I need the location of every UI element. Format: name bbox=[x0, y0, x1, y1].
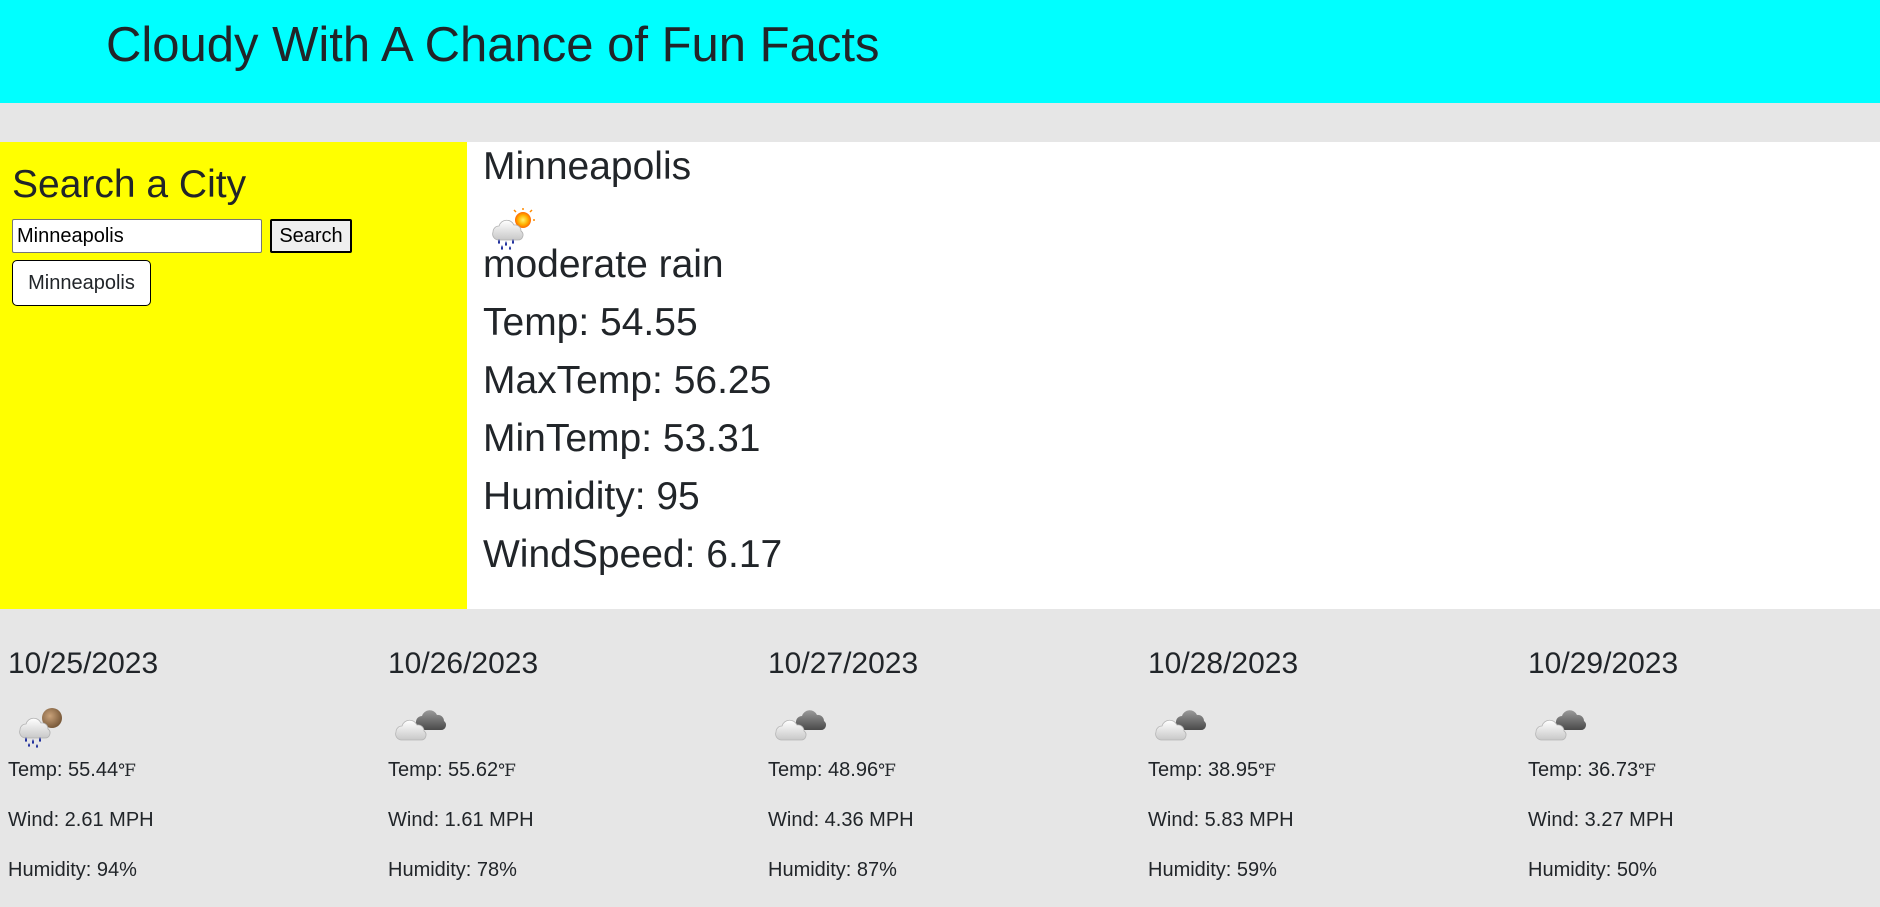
forecast-card: 10/27/2023 Temp: 48.96℉ Wind: 4.36 MPH H… bbox=[768, 640, 1068, 900]
fahrenheit-unit: ℉ bbox=[118, 761, 136, 781]
forecast-date: 10/29/2023 bbox=[1528, 647, 1679, 680]
forecast-humidity: Humidity: 94% bbox=[8, 859, 137, 881]
forecast-wind: Wind: 2.61 MPH bbox=[8, 809, 154, 831]
forecast-date: 10/27/2023 bbox=[768, 647, 919, 680]
moderate-rain-icon bbox=[492, 208, 535, 250]
current-wind-speed: WindSpeed: 6.17 bbox=[483, 533, 783, 576]
forecast-date: 10/28/2023 bbox=[1148, 647, 1299, 680]
forecast-temp: Temp: 36.73℉ bbox=[1528, 759, 1656, 781]
forecast-card: 10/29/2023 Temp: 36.73℉ Wind: 3.27 MPH H… bbox=[1528, 640, 1828, 900]
forecast-wind: Wind: 5.83 MPH bbox=[1148, 809, 1294, 831]
search-button[interactable]: Search bbox=[270, 219, 352, 253]
broken-clouds-icon bbox=[395, 710, 446, 741]
app-title: Cloudy With A Chance of Fun Facts bbox=[106, 18, 880, 72]
forecast-temp: Temp: 55.62℉ bbox=[388, 759, 516, 781]
current-max-temp: MaxTemp: 56.25 bbox=[483, 359, 772, 402]
fahrenheit-unit: ℉ bbox=[1258, 761, 1276, 781]
forecast-wind: Wind: 1.61 MPH bbox=[388, 809, 534, 831]
current-description: moderate rain bbox=[483, 243, 724, 286]
broken-clouds-icon bbox=[775, 710, 826, 741]
forecast-humidity: Humidity: 78% bbox=[388, 859, 517, 881]
current-humidity: Humidity: 95 bbox=[483, 475, 700, 518]
broken-clouds-icon bbox=[1535, 710, 1586, 741]
city-search-input[interactable] bbox=[12, 219, 262, 253]
fahrenheit-unit: ℉ bbox=[1638, 761, 1656, 781]
forecast-card: 10/25/2023 Temp: 55.44℉ Wind: 2.61 MPH H… bbox=[8, 640, 308, 900]
forecast-wind: Wind: 4.36 MPH bbox=[768, 809, 914, 831]
current-weather-panel: Minneapolis moderate rain Temp: 54.55 Ma… bbox=[467, 142, 1880, 609]
history-city-button[interactable]: Minneapolis bbox=[12, 260, 151, 306]
current-min-temp: MinTemp: 53.31 bbox=[483, 417, 761, 460]
search-panel-title: Search a City bbox=[12, 163, 247, 206]
forecast-card: 10/26/2023 Temp: 55.62℉ Wind: 1.61 MPH H… bbox=[388, 640, 688, 900]
app-header: Cloudy With A Chance of Fun Facts bbox=[0, 0, 1880, 103]
forecast-date: 10/26/2023 bbox=[388, 647, 539, 680]
forecast-date: 10/25/2023 bbox=[8, 647, 159, 680]
forecast-card: 10/28/2023 Temp: 38.95℉ Wind: 5.83 MPH H… bbox=[1148, 640, 1448, 900]
broken-clouds-icon bbox=[1155, 710, 1206, 741]
fahrenheit-unit: ℉ bbox=[498, 761, 516, 781]
current-city-name: Minneapolis bbox=[483, 145, 692, 188]
search-panel: Search a City Search Minneapolis bbox=[0, 142, 467, 609]
fahrenheit-unit: ℉ bbox=[878, 761, 896, 781]
forecast-wind: Wind: 3.27 MPH bbox=[1528, 809, 1674, 831]
forecast-temp: Temp: 48.96℉ bbox=[768, 759, 896, 781]
forecast-humidity: Humidity: 87% bbox=[768, 859, 897, 881]
forecast-humidity: Humidity: 59% bbox=[1148, 859, 1277, 881]
forecast-humidity: Humidity: 50% bbox=[1528, 859, 1657, 881]
rain-night-icon bbox=[19, 708, 62, 748]
forecast-temp: Temp: 38.95℉ bbox=[1148, 759, 1276, 781]
current-temp: Temp: 54.55 bbox=[483, 301, 698, 344]
forecast-temp: Temp: 55.44℉ bbox=[8, 759, 136, 781]
